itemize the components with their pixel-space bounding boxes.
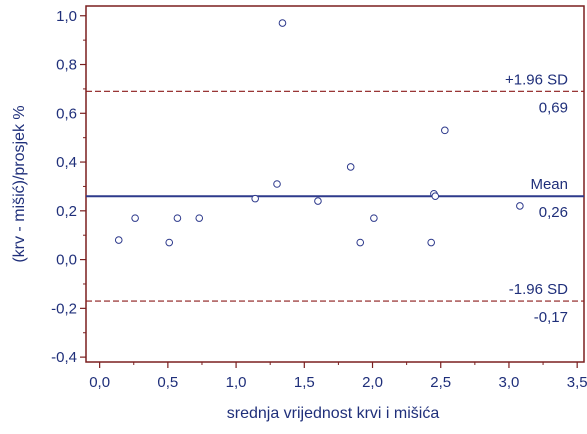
data-point [427,238,435,247]
data-point [251,194,259,203]
data-point [314,197,322,205]
data-point [370,214,378,222]
y-axis-label: (krv - mišić)/prosjek % [11,105,28,262]
reference-line-value: -0,17 [534,309,568,326]
x-axis-ticks: 0,0 0,5 1,0 1,5 2,0 2,5 3,0 3,5 [89,362,587,391]
y-tick-label: 0,6 [56,105,77,122]
data-point [273,180,281,188]
x-tick-label: 0,0 [89,374,110,391]
reference-line-name: -1.96 SD [509,281,568,298]
y-tick-label: -0,4 [51,349,77,366]
y-tick-label: 1,0 [56,8,77,25]
data-point [278,19,287,27]
data-point [441,126,449,135]
reference-line-value: 0,26 [539,204,568,221]
y-tick-label: 0,2 [56,203,77,220]
data-points [114,19,524,247]
data-point [195,214,204,222]
x-axis-label: srednja vrijednost krvi i mišića [227,405,440,422]
data-point [173,214,182,222]
x-tick-label: 3,0 [499,374,520,391]
x-tick-label: 0,5 [157,374,178,391]
data-point [114,236,123,244]
y-tick-label: 0,4 [56,154,77,171]
x-tick-label: 2,5 [430,374,451,391]
reference-line-value: 0,69 [539,99,568,116]
y-tick-label: 0,8 [56,57,77,74]
data-point [356,238,365,247]
reference-line-name: Mean [530,176,568,193]
y-tick-label: 0,0 [56,252,77,269]
data-point [516,202,524,210]
data-point [431,192,440,200]
x-tick-label: 3,5 [567,374,587,391]
x-tick-label: 2,0 [362,374,383,391]
plot-frame [85,5,585,363]
y-axis-ticks: -0,4 -0,2 0,0 0,2 0,4 0,6 0,8 1,0 [51,8,86,366]
data-point [165,238,174,247]
data-point [131,214,139,222]
y-tick-label: -0,2 [51,300,77,317]
x-tick-label: 1,0 [226,374,247,391]
reference-line-name: +1.96 SD [505,71,568,88]
x-tick-label: 1,5 [294,374,315,391]
data-point [346,163,355,171]
reference-lines: +1.96 SD 0,69 Mean 0,26 -1.96 SD -0,17 [86,71,584,326]
